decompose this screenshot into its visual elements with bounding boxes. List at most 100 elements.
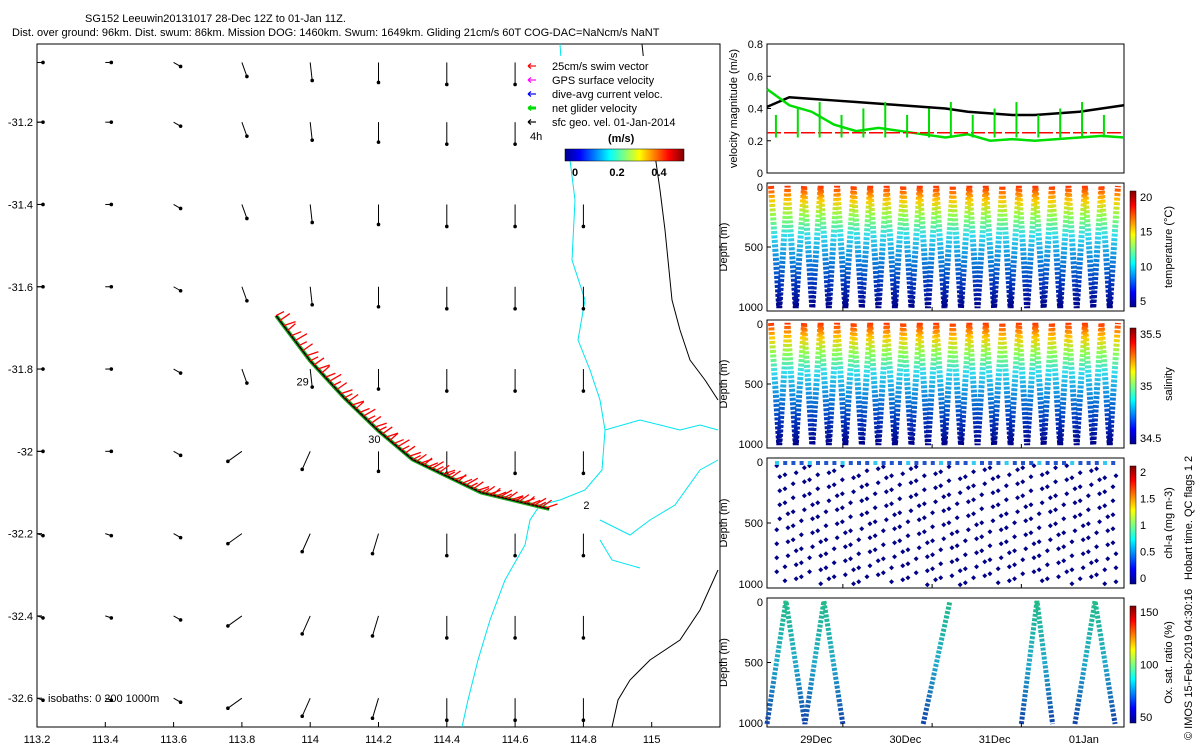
- sfc-geo-vel-arrow: [581, 615, 586, 640]
- colorbar-tick-0: 0: [572, 167, 578, 179]
- sfc-geo-vel-arrow: [300, 615, 311, 636]
- ox_sat-profiles: [764, 600, 1118, 725]
- colorbar-tick-1: 0.2: [609, 167, 624, 179]
- sfc-geo-vel-arrow: [37, 60, 45, 65]
- ox_sat-ctick-0: 50: [1140, 712, 1152, 724]
- map-xtick-label-9: 115: [643, 734, 661, 746]
- map-ytick-label-6: -32.4: [8, 611, 33, 623]
- ox_sat-panel: 0 500 1000 Depth (m) 50 100 150 Ox. sat. ratio …: [718, 597, 1175, 746]
- legend-colorbar: [564, 148, 685, 162]
- time-xtick-0: 29Dec: [800, 734, 832, 746]
- sfc-geo-vel-arrow: [173, 450, 183, 458]
- ox_sat-ytick-0: 0: [757, 597, 763, 609]
- map-xtick-label-4: 114: [301, 734, 319, 746]
- velocity-ytick-1: 0.2: [748, 136, 763, 148]
- sfc-geo-vel-arrow: [445, 698, 449, 722]
- chl-a-ytick-0: 0: [757, 457, 763, 469]
- temperature-profiles: [768, 185, 1121, 309]
- sfc-geo-vel-arrow: [581, 698, 586, 722]
- colorbar-title: (m/s): [608, 133, 635, 145]
- legend-item-4: sfc geo. vel. 01-Jan-2014: [527, 117, 676, 129]
- ox_sat-ytick-2: 1000: [739, 718, 763, 730]
- qc-note: Hobart time. QC flags 1 2: [1183, 456, 1195, 580]
- chl-a-colorbar: [1129, 465, 1137, 585]
- chl-a-ylabel: Depth (m): [718, 499, 730, 548]
- map-xtick-label-5: 114.2: [365, 734, 392, 746]
- map-xtick-label-7: 114.6: [502, 734, 529, 746]
- sfc-geo-vel-arrow: [581, 533, 586, 558]
- legend-item-1: GPS surface velocity: [527, 75, 655, 87]
- sfc-geo-vel-arrow: [173, 697, 183, 704]
- salinity-ctick-0: 34.5: [1140, 433, 1161, 445]
- sfc-geo-vel-arrow: [445, 286, 449, 311]
- sfc-geo-vel-arrow: [376, 122, 381, 144]
- sfc-geo-vel-arrow: [173, 533, 183, 540]
- salinity-ytick-2: 1000: [739, 439, 763, 451]
- sfc-geo-vel-arrow: [370, 698, 379, 720]
- legend-label-2: dive-avg current veloc.: [552, 89, 663, 101]
- temperature-ytick-2: 1000: [739, 302, 763, 314]
- ox_sat-ctick-1: 100: [1140, 660, 1158, 672]
- velocity-ytick-4: 0.8: [748, 39, 763, 51]
- map-xtick-label-3: 113.8: [229, 734, 256, 746]
- day-label-0: 29: [297, 377, 309, 389]
- map-xtick-label-0: 113.2: [24, 734, 51, 746]
- sfc-geo-vel-arrow: [445, 369, 449, 393]
- sfc-geo-vel-arrow: [445, 615, 449, 640]
- legend-item-0: 25cm/s swim vector: [527, 61, 649, 73]
- temperature-ctick-3: 20: [1140, 192, 1152, 204]
- legend-label-0: 25cm/s swim vector: [552, 61, 649, 73]
- temperature-ylabel: Depth (m): [718, 223, 730, 272]
- ox_sat-colorbar: [1129, 605, 1137, 724]
- sfc-geo-vel-arrow: [241, 122, 249, 138]
- glider-track-group: [274, 310, 558, 511]
- chl-a-ytick-1: 500: [745, 518, 763, 530]
- sfc-geo-vel-arrow: [513, 698, 517, 722]
- sfc-geo-vel-arrow: [173, 615, 183, 622]
- sfc-geo-vel-arrow: [173, 286, 183, 293]
- salinity-ytick-0: 0: [757, 319, 763, 331]
- temperature-clabel: temperature (°C): [1163, 206, 1175, 288]
- temperature-ctick-1: 10: [1140, 261, 1152, 273]
- sfc-geo-vel-arrow: [309, 368, 315, 389]
- temperature-colorbar: [1129, 190, 1137, 308]
- chl-a-profiles: [774, 461, 1119, 588]
- salinity-ctick-1: 35: [1140, 381, 1152, 393]
- map-panel: 113.2 113.4 113.6 113.8 114 114.2 114.4 114.6 11…: [8, 43, 721, 746]
- temperature-ytick-0: 0: [757, 182, 763, 194]
- swim-vectors: [275, 310, 558, 509]
- legend-label-1: GPS surface velocity: [552, 75, 655, 87]
- velocity-ytick-3: 0.6: [748, 71, 763, 83]
- map-xtick-label-8: 114.8: [570, 734, 597, 746]
- chl-a-ctick-3: 1.5: [1140, 494, 1155, 506]
- salinity-panel: 0 500 1000 Depth (m) 34.5 35 35.5 salinity: [718, 319, 1175, 451]
- map-ytick-label-4: -32: [17, 446, 33, 458]
- velocity-panel: 0 0.2 0.4 0.6 0.8 velocity magnitude (m/s): [728, 39, 1125, 180]
- chl-a-ctick-4: 2: [1140, 467, 1146, 479]
- sfc-geo-vel-arrow: [241, 204, 249, 221]
- sfc-geo-vel-arrow: [226, 533, 243, 546]
- sfc-geo-vel-arrow: [309, 286, 315, 307]
- sfc-geo-vel-arrow: [370, 615, 379, 638]
- chl-a-ctick-0: 0: [1140, 573, 1146, 585]
- sfc-geo-vel-arrow: [105, 284, 114, 289]
- legend-extra: 4h: [530, 131, 542, 143]
- chl-a-ctick-2: 1: [1140, 520, 1146, 532]
- sfc-geo-vel-arrow: [173, 204, 183, 211]
- sfc-geo-vel-arrow: [309, 204, 315, 225]
- ox_sat-ctick-2: 150: [1140, 607, 1158, 619]
- sfc-geo-vel-arrow: [445, 204, 449, 229]
- sfc-geo-vel-arrow: [173, 62, 183, 69]
- sfc-geo-vel-arrow: [581, 369, 586, 393]
- sfc-geo-vel-arrow: [513, 369, 517, 393]
- legend-box: [518, 56, 700, 150]
- velocity-ytick-0: 0: [757, 168, 763, 180]
- map-ytick-label-5: -32.2: [8, 529, 33, 541]
- map-ytick-label-3: -31.8: [8, 364, 33, 376]
- sfc-geo-vel-arrow: [513, 62, 517, 87]
- chl-a-clabel: chl-a (mg m-3): [1163, 487, 1175, 559]
- ox_sat-clabel: Ox. sat. ratio (%): [1163, 621, 1175, 704]
- sfc-geo-vel-arrow: [226, 615, 243, 628]
- map-xtick-label-2: 113.6: [160, 734, 187, 746]
